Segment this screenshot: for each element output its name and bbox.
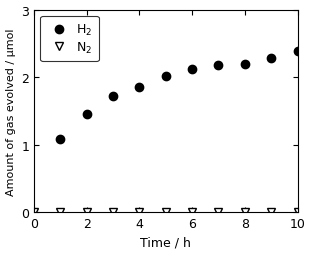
N$_2$ [296,211,299,214]
Y-axis label: Amount of gas evolved / μmol: Amount of gas evolved / μmol [6,28,16,195]
H$_2$ [243,63,247,66]
H$_2$ [111,95,115,98]
Legend: H$_2$, N$_2$: H$_2$, N$_2$ [40,17,99,62]
H$_2$ [190,68,194,71]
N$_2$ [190,211,194,214]
H$_2$ [58,138,62,141]
H$_2$ [137,86,141,89]
Line: N$_2$: N$_2$ [30,208,302,216]
N$_2$ [32,211,36,214]
N$_2$ [216,211,220,214]
N$_2$ [164,211,168,214]
H$_2$ [296,51,299,54]
X-axis label: Time / h: Time / h [140,235,191,248]
N$_2$ [137,211,141,214]
N$_2$ [85,211,89,214]
N$_2$ [58,211,62,214]
Line: H$_2$: H$_2$ [56,48,302,144]
H$_2$ [216,64,220,67]
N$_2$ [243,211,247,214]
H$_2$ [269,57,273,60]
N$_2$ [269,211,273,214]
H$_2$ [85,113,89,116]
H$_2$ [164,75,168,78]
N$_2$ [111,211,115,214]
